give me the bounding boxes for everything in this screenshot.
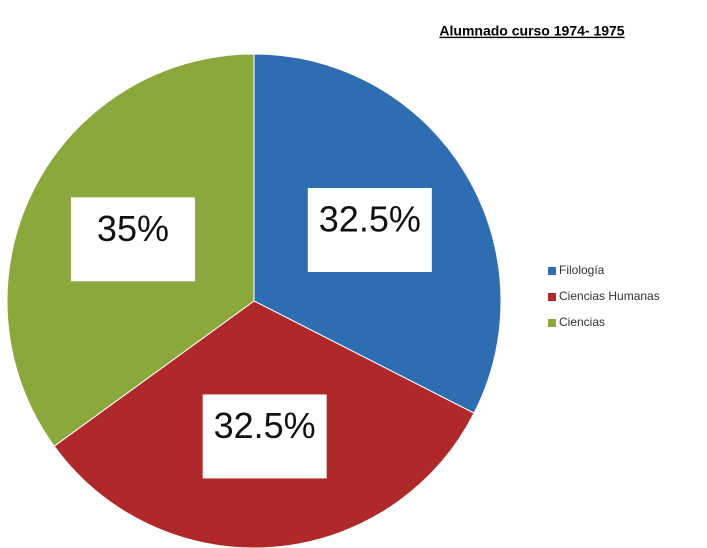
legend-label: Ciencias (559, 315, 605, 329)
legend-label: Filología (559, 263, 605, 277)
value-label-box (70, 197, 195, 282)
legend-swatch (548, 267, 556, 275)
legend-swatch (548, 319, 556, 327)
value-label: 35% (97, 208, 169, 249)
value-label: 32.5% (214, 405, 316, 446)
value-label-box (202, 394, 327, 479)
legend-label: Ciencias Humanas (559, 289, 660, 303)
value-label: 32.5% (319, 199, 421, 240)
value-label-box (307, 188, 432, 273)
chart-title: Alumnado curso 1974- 1975 (439, 23, 624, 39)
legend-swatch (548, 293, 556, 301)
